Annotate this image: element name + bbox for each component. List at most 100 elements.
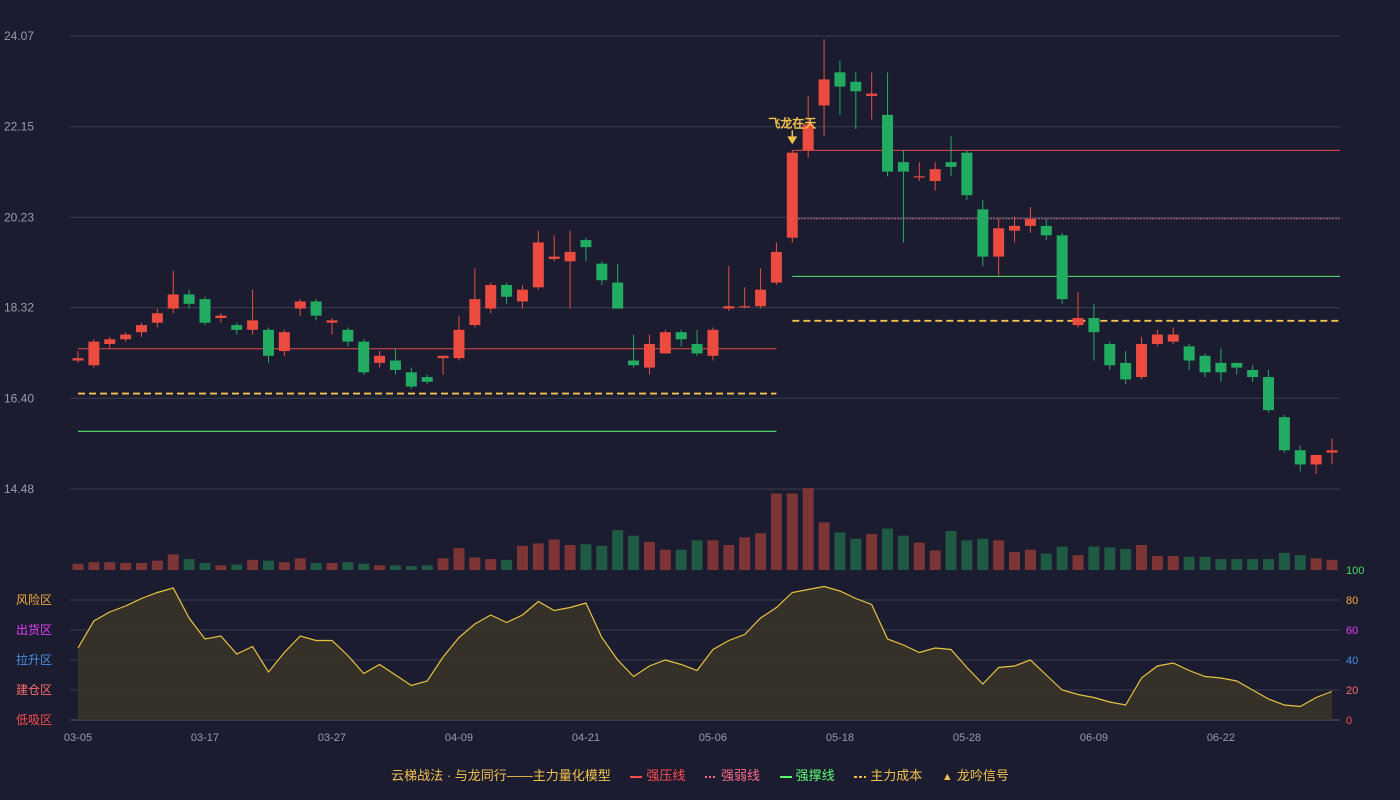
candle-body — [675, 332, 687, 340]
volume-bar — [1104, 547, 1116, 570]
candle-body — [834, 72, 846, 87]
volume-bar — [358, 563, 370, 570]
candle-body — [1310, 454, 1322, 465]
date-tick-label: 05-18 — [826, 732, 854, 744]
volume-bar — [389, 565, 401, 570]
date-tick-label: 05-06 — [699, 732, 727, 744]
candle-body — [262, 329, 274, 356]
indicator-tick-label: 20 — [1346, 685, 1358, 697]
candle-body — [88, 341, 100, 366]
zone-label: 建仓区 — [16, 683, 52, 697]
candlesticks — [72, 39, 1338, 474]
candle-body — [326, 320, 338, 323]
candle-body — [913, 176, 925, 178]
weak-resist-line-icon — [705, 775, 717, 778]
volume-bar — [421, 565, 433, 570]
candle-body — [135, 325, 147, 333]
date-tick-label: 04-21 — [572, 732, 600, 744]
candle-body — [770, 251, 782, 283]
candle-body — [802, 124, 814, 151]
volume-bar — [88, 562, 100, 570]
candle-body — [516, 289, 528, 302]
candle-body — [1199, 355, 1211, 373]
candle-body — [358, 341, 370, 373]
candle-body — [691, 343, 703, 354]
volume-bar — [770, 493, 782, 570]
volume-bar — [1072, 555, 1084, 570]
candle-body — [564, 251, 576, 262]
candle-body — [993, 228, 1005, 257]
zone-label: 出货区 — [16, 622, 52, 637]
volume-bar — [1040, 553, 1052, 570]
indicator-tick-label: 40 — [1346, 655, 1358, 667]
volume-bar — [802, 488, 814, 570]
date-axis: 03-05 03-17 03-27 04-09 04-21 05-06 05-18 05-28… — [64, 732, 1235, 744]
volume-bar — [977, 538, 989, 570]
volume-bar — [1167, 555, 1179, 570]
candle-body — [1215, 362, 1227, 373]
volume-bar — [596, 545, 608, 570]
volume-bar — [564, 545, 576, 570]
volume-bar — [120, 562, 132, 570]
zone-label: 拉升区 — [16, 652, 52, 667]
volume-bar — [278, 562, 290, 570]
date-tick-label: 05-28 — [953, 732, 981, 744]
candle-body — [643, 343, 655, 368]
strong-support-line-icon — [779, 775, 792, 778]
volume-bar — [151, 560, 163, 570]
indicator-panel — [77, 585, 1333, 720]
zone-label: 低吸区 — [16, 713, 52, 727]
volume-bar — [723, 545, 735, 570]
signal-marker: 飞龙在天 — [768, 115, 817, 145]
volume-bar — [993, 540, 1005, 570]
candle-body — [1024, 218, 1036, 226]
candle-body — [1231, 362, 1243, 368]
volume-bar — [310, 562, 322, 570]
volume-bar — [453, 548, 465, 570]
volume-bar — [1088, 546, 1100, 570]
price-tick-label: 20.23 — [4, 210, 34, 224]
main-cost-line-icon — [854, 775, 867, 778]
volume-bar — [850, 538, 862, 570]
volume-bar — [628, 535, 640, 570]
candle-body — [1151, 334, 1163, 344]
volume-bar — [961, 540, 973, 570]
volume-bar — [691, 540, 703, 570]
volume-bar — [72, 563, 84, 570]
volume-bar — [135, 562, 147, 570]
volume-bar — [231, 564, 243, 570]
volume-bar — [913, 542, 925, 570]
volume-bar — [167, 554, 179, 570]
volume-bar — [1024, 549, 1036, 570]
candle-body — [389, 360, 401, 370]
volume-bar — [1310, 558, 1322, 570]
price-tick-label: 22.15 — [4, 120, 34, 134]
price-tick-label: 18.32 — [4, 301, 34, 315]
candle-body — [1040, 225, 1052, 236]
candle-body — [342, 329, 354, 342]
level-lines — [78, 149, 1340, 432]
candle-body — [1088, 318, 1100, 333]
volume-bar — [516, 545, 528, 570]
volume-bar — [485, 559, 497, 570]
candle-body — [104, 339, 116, 344]
indicator-tick-label: 100 — [1346, 565, 1364, 577]
candle-body — [1009, 225, 1021, 231]
volume-bar — [755, 533, 767, 570]
legend-weak-resist: 强弱线 — [705, 764, 760, 788]
zone-label: 风险区 — [16, 592, 52, 607]
volume-bar — [1056, 546, 1068, 570]
indicator-line — [77, 585, 1333, 708]
date-tick-label: 03-05 — [64, 732, 92, 744]
strong-resist-line-icon — [630, 775, 643, 778]
candle-body — [961, 152, 973, 196]
volume-bar — [643, 541, 655, 570]
volume-bar — [659, 549, 671, 570]
legend-strong-resist: 强压线 — [630, 764, 685, 788]
candle-body — [707, 329, 719, 356]
legend-main-cost: 主力成本 — [854, 764, 922, 788]
candle-body — [945, 162, 957, 167]
candle-body — [1104, 343, 1116, 366]
volume-bar — [882, 528, 894, 570]
